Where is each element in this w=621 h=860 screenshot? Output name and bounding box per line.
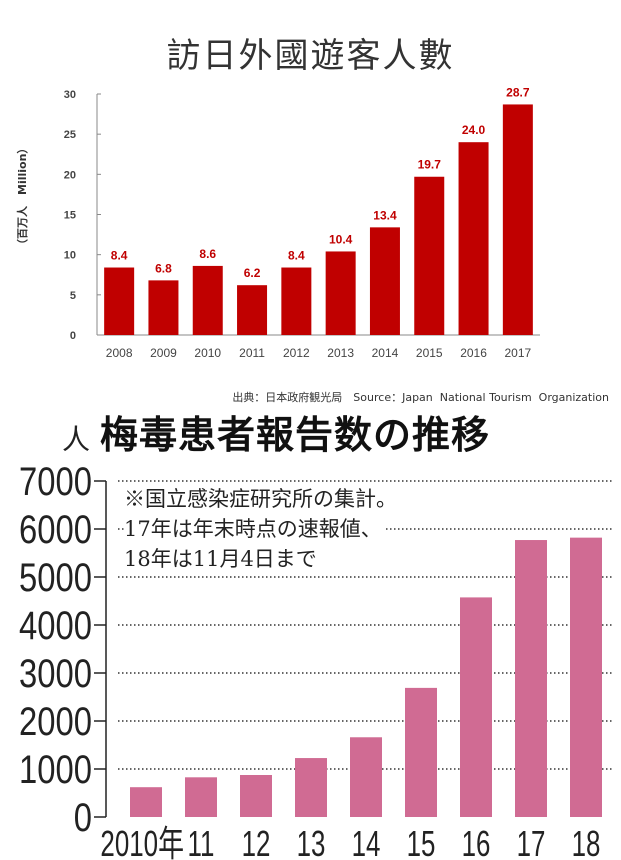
bar [240, 775, 272, 817]
x-tick-label: 2008 [106, 346, 133, 360]
note-line: ※国立感染症研究所の集計。 [124, 484, 401, 514]
data-label: 10.4 [329, 232, 353, 246]
y-tick-label: 30 [64, 89, 76, 101]
x-tick-label: 2016 [460, 346, 487, 360]
note-line: 18年は11月4日まで [124, 544, 321, 574]
bar [369, 227, 400, 335]
y-tick-label: 7000 [19, 459, 92, 504]
y-tick-label: 4000 [19, 603, 92, 648]
x-tick-label: 2012 [283, 346, 310, 360]
bar [295, 758, 327, 817]
y-tick-label: 2000 [19, 699, 92, 744]
data-label: 13.4 [373, 208, 397, 222]
data-label: 8.4 [111, 249, 128, 263]
y-tick-label: 1000 [19, 747, 92, 792]
bar [460, 597, 492, 817]
x-tick-label: 2017 [504, 346, 531, 360]
bar [325, 251, 356, 335]
visitors-source-note: 出典：日本政府観光局 Source：Japan National Tourism… [232, 391, 609, 404]
bar [185, 777, 217, 817]
bar [130, 787, 162, 817]
visitors-chart-title: 訪日外國遊客人數 [166, 36, 455, 76]
bar [570, 537, 602, 817]
syphilis-unit-label: 人 [62, 423, 91, 456]
bar [148, 280, 179, 335]
visitors-chart: 0 5 10 15 20 25 30 8.4 2008 6.8 2009 8.6 2010 6.2 2011… [64, 85, 540, 360]
bar [515, 540, 547, 817]
x-tick-label: 16 [462, 824, 491, 860]
y-tick-label: 25 [64, 129, 76, 141]
x-tick-label: 15 [407, 824, 436, 860]
x-tick-label: 13 [297, 824, 326, 860]
bar [104, 267, 135, 335]
x-tick-label: 2014 [372, 346, 399, 360]
bar [281, 267, 312, 335]
syphilis-note: ※国立感染症研究所の集計。 17年は年末時点の速報値、 18年は11月4日まで [120, 484, 405, 574]
data-label: 8.6 [199, 247, 216, 261]
x-tick-label: 2011 [239, 346, 265, 360]
x-tick-label: 11 [188, 824, 215, 860]
x-tick-label: 2010 [194, 346, 221, 360]
bar [192, 265, 223, 335]
bar [405, 687, 437, 817]
y-tick-label: 5 [70, 290, 76, 302]
bar [458, 142, 489, 335]
y-tick-label: 10 [64, 250, 76, 262]
bar [350, 737, 382, 817]
y-tick-label: 0 [70, 330, 76, 342]
data-label: 8.4 [288, 249, 305, 263]
data-label: 6.2 [244, 266, 261, 280]
x-tick-label: 2013 [327, 346, 354, 360]
bar [237, 285, 268, 335]
data-label: 28.7 [506, 85, 530, 99]
bar [414, 176, 445, 335]
x-tick-label: 2009 [150, 346, 177, 360]
y-tick-label: 0 [74, 795, 92, 840]
y-tick-label: 6000 [19, 507, 92, 552]
x-tick-label: 17 [517, 824, 546, 860]
y-tick-label: 15 [64, 210, 76, 222]
syphilis-chart-title: 梅毒患者報告数の推移 [100, 413, 491, 457]
y-tick-label: 3000 [19, 651, 92, 696]
bar [502, 104, 533, 336]
data-label: 6.8 [155, 261, 172, 275]
data-label: 19.7 [418, 158, 442, 172]
x-tick-label: 14 [352, 824, 381, 860]
x-tick-label: 12 [242, 824, 271, 860]
note-line: 17年は年末時点の速報値、 [124, 514, 386, 544]
y-tick-label: 5000 [19, 555, 92, 600]
x-tick-label: 2015 [416, 346, 443, 360]
x-tick-label: 18 [572, 824, 601, 860]
x-tick-label: 2010年 [100, 824, 184, 860]
y-tick-label: 20 [64, 169, 76, 181]
data-label: 24.0 [462, 123, 486, 137]
